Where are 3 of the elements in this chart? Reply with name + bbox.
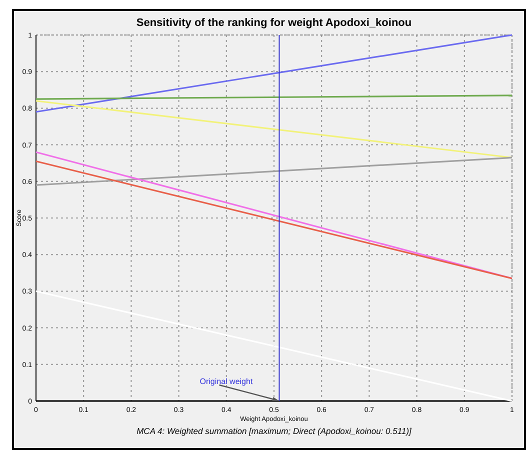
annotation: Original weight — [200, 377, 254, 386]
text: MCA 4: Weighted summation [maximum; Direct (Apodoxi_koinou: 0.511)] — [136, 426, 412, 436]
chart-title: Sensitivity of the ranking for weight Apodoxi_koinou — [136, 17, 412, 29]
